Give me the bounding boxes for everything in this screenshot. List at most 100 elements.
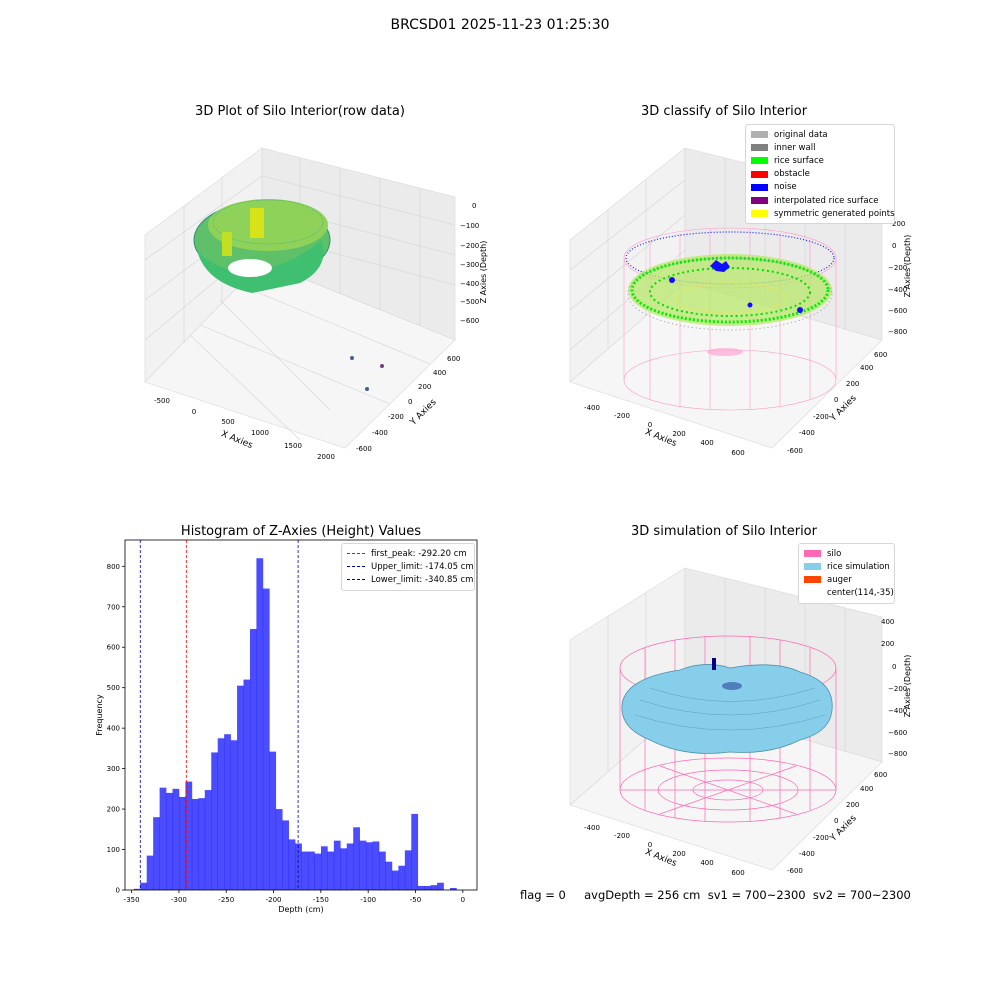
panel4-legend: silo rice simulation auger center(114,-3…: [798, 543, 895, 604]
p1-ztick: −500: [460, 298, 479, 306]
histogram-bar: [308, 851, 315, 890]
p1-xtick: 2000: [317, 453, 335, 461]
p4-ytick: -600: [787, 867, 803, 875]
p4-ytick: -400: [799, 850, 815, 858]
x-tick-label: -350: [124, 896, 140, 904]
y-tick-label: 400: [107, 725, 120, 733]
p2-ztick: −200: [888, 264, 907, 272]
histogram-bar: [204, 790, 212, 890]
histogram-bar: [353, 827, 360, 890]
p2-ztick: −600: [888, 307, 907, 315]
legend-item: obstacle: [751, 168, 889, 181]
p2-ytick: 400: [860, 364, 873, 372]
p4-ytick: 600: [874, 771, 887, 779]
p4-ztick: 200: [881, 640, 894, 648]
y-tick-label: 700: [107, 603, 120, 611]
histogram-bar: [191, 798, 199, 890]
p1-xtick: 1000: [251, 429, 269, 437]
legend-swatch: [751, 210, 768, 218]
histogram-bar: [217, 738, 225, 890]
y-axis-label: Frequency: [95, 694, 104, 736]
panel4-panes: [569, 567, 883, 871]
panel2-grid: [569, 158, 846, 351]
p2-xtick: 600: [731, 449, 744, 457]
p1-ztick: −200: [460, 242, 479, 250]
histogram-bar: [275, 809, 283, 890]
x-tick-label: 0: [461, 896, 465, 904]
panel4-z-ticks: 400 200 0 −200 −400 −600 −800: [881, 618, 907, 758]
histogram-bar: [172, 788, 180, 890]
histogram-bar: [198, 798, 206, 890]
x-tick-label: -50: [410, 896, 421, 904]
histogram-bar: [359, 840, 367, 890]
legend-swatch: [804, 576, 821, 584]
histogram-bar: [327, 851, 335, 890]
figure-title: BRCSD01 2025-11-23 01:25:30: [390, 17, 610, 33]
histogram-bar: [230, 740, 238, 890]
panel4-x-ticks: -400 -200 0 200 400 600: [584, 824, 745, 877]
x-tick-label: -300: [171, 896, 187, 904]
histogram-bar: [256, 558, 264, 890]
p4-xtick: 0: [648, 841, 652, 849]
panel2-point-cloud: [625, 231, 835, 356]
y-tick-label: 500: [107, 684, 120, 692]
histogram-title: Histogram of Z-Axies (Height) Values: [180, 524, 422, 539]
p1-ztick: 0: [472, 202, 476, 210]
p2-ytick: 600: [874, 351, 887, 359]
p1-xtick: 500: [221, 418, 234, 426]
legend-line: [347, 553, 365, 555]
histogram-bar: [340, 848, 348, 890]
legend-item: original data: [751, 128, 889, 141]
histogram-bar: [346, 843, 354, 890]
p4-ztick: −800: [888, 750, 907, 758]
p1-ztick: −600: [460, 317, 479, 325]
legend-item: Upper_limit: -174.05 cm: [347, 560, 474, 573]
histogram-bar: [159, 787, 167, 890]
p1-ytick: 400: [433, 369, 446, 377]
p2-ylabel: Y Axies: [828, 393, 859, 424]
p1-ytick: 0: [408, 398, 412, 406]
panel2-y-ticks: -600 -400 -200 0 200 400 600: [787, 351, 887, 455]
histogram-bar: [166, 792, 173, 890]
histogram-bar: [269, 751, 277, 890]
p2-ytick: -400: [799, 429, 815, 437]
p1-xlabel: X Axies: [219, 429, 254, 451]
x-tick-label: -200: [266, 896, 282, 904]
histogram-bar: [404, 850, 412, 890]
histogram-bar: [146, 855, 154, 890]
p2-ytick: -600: [787, 447, 803, 455]
panel4-title: 3D simulation of Silo Interior: [631, 524, 817, 539]
p4-ytick: 0: [834, 817, 838, 825]
panel2-x-ticks: -400 -200 0 200 400 600: [584, 404, 745, 457]
p4-ytick: 200: [846, 801, 859, 809]
p1-ztick: −100: [460, 222, 479, 230]
histogram-bar: [224, 734, 231, 890]
histogram-bar: [185, 781, 193, 890]
panel2-3d-plot: -400 -200 0 200 400 600 X Axies -600 -40…: [569, 147, 912, 457]
x-tick-label: -250: [218, 896, 234, 904]
p1-ztick: −400: [460, 280, 479, 288]
p2-xtick: 200: [672, 430, 685, 438]
p4-xtick: 600: [731, 869, 744, 877]
p2-xtick: -200: [614, 412, 630, 420]
histogram-bar: [262, 588, 270, 890]
p4-ztick: 0: [892, 663, 896, 671]
p1-ytick: 200: [418, 383, 431, 391]
p2-xtick: -400: [584, 404, 600, 412]
legend-swatch: [804, 590, 821, 597]
panel1-3d-plot: -500 0 500 1000 1500 2000 X Axies -600 -…: [144, 147, 488, 461]
histogram-bar: [437, 882, 444, 890]
p1-ylabel: Y Axies: [408, 397, 439, 428]
legend-swatch: [751, 144, 768, 152]
panel4-rice-surface: [621, 658, 833, 754]
histogram-bar: [178, 796, 186, 890]
p1-ztick: −300: [460, 261, 479, 269]
histogram-chart: -350 -300 -250 -200 -150 -100 -50 0 0 100 200 300 40…: [95, 539, 478, 914]
p1-ytick: -200: [388, 413, 404, 421]
x-tick-label: -150: [313, 896, 329, 904]
p4-ztick: −400: [888, 707, 907, 715]
histogram-bar: [237, 685, 244, 890]
legend-item: silo: [804, 547, 889, 560]
y-tick-label: 0: [116, 887, 120, 895]
panel1-point-cloud: [193, 199, 384, 391]
